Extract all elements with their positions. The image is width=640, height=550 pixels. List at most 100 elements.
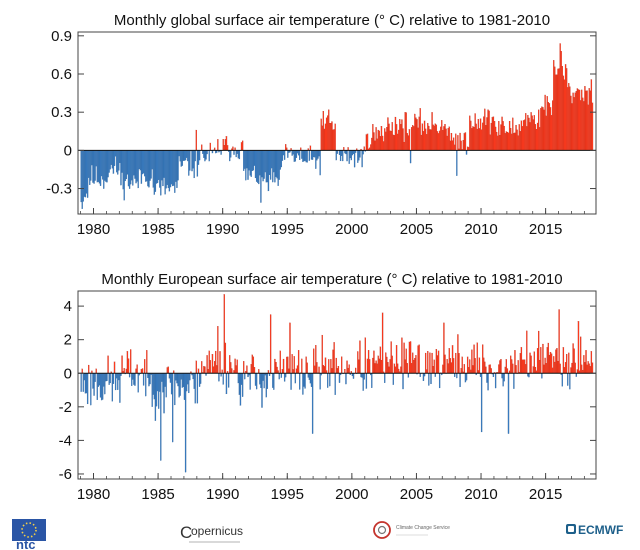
global-bar: [327, 115, 329, 151]
global-bar: [294, 150, 297, 162]
global-bar: [514, 132, 516, 151]
global-bar: [478, 128, 481, 151]
global-bar: [138, 150, 140, 170]
european-bar: [188, 373, 190, 394]
european-bar: [433, 359, 435, 374]
global-bar: [333, 129, 335, 151]
european-bar: [266, 373, 269, 389]
global-bar: [412, 125, 414, 151]
global-bar: [260, 150, 262, 203]
european-bar: [378, 358, 380, 374]
ntc-logo-text: ntc: [16, 537, 36, 550]
european-bar: [541, 373, 543, 379]
european-bar: [335, 357, 337, 374]
global-bar: [553, 60, 555, 151]
global-bar: [317, 150, 319, 159]
european-bar: [217, 326, 219, 374]
european-bar: [281, 369, 284, 374]
european-y-tick-label: 0: [64, 365, 72, 382]
global-bar: [166, 150, 168, 185]
european-bar: [290, 373, 292, 390]
european-bar: [297, 350, 300, 374]
footer-logos: ntc C opernicus Climate Change Service E…: [12, 519, 623, 550]
global-bar: [505, 131, 507, 151]
european-bar: [332, 349, 334, 374]
global-bar: [550, 115, 553, 151]
european-bar: [108, 373, 110, 385]
european-bar: [174, 373, 176, 406]
european-bar: [162, 373, 164, 393]
global-bar: [588, 88, 590, 151]
european-bar: [156, 373, 159, 392]
global-bar: [173, 150, 175, 186]
global-bar: [396, 133, 399, 151]
global-bar: [246, 150, 248, 169]
european-bar: [141, 368, 144, 374]
global-bar: [521, 126, 524, 151]
global-bar: [318, 150, 320, 157]
european-bar: [492, 373, 495, 377]
european-bar: [276, 366, 278, 374]
global-bar: [163, 150, 165, 178]
european-bar: [182, 373, 185, 387]
global-y-tick-label: 0.3: [51, 104, 72, 121]
global-bar: [292, 150, 294, 155]
global-x-tick-label: 2010: [464, 221, 497, 238]
european-bar: [381, 312, 384, 374]
european-bar: [359, 340, 361, 374]
global-bar: [532, 119, 534, 151]
european-bar: [303, 373, 305, 387]
global-y-tick-label: -0.3: [46, 181, 72, 198]
european-bar: [413, 359, 415, 374]
european-x-tick-label: 1990: [206, 486, 239, 503]
global-bar: [504, 133, 506, 151]
european-bar: [530, 355, 532, 374]
global-bar: [320, 118, 322, 151]
european-bar: [260, 373, 262, 388]
global-bar: [529, 122, 531, 151]
global-bar: [121, 150, 123, 173]
european-bar: [505, 359, 507, 374]
global-bar: [97, 150, 100, 182]
european-bar: [488, 364, 490, 374]
european-bar: [113, 361, 116, 374]
european-bar: [105, 373, 107, 382]
global-bar: [533, 115, 535, 151]
global-bar: [164, 150, 166, 195]
european-bar: [218, 373, 220, 382]
global-bar: [422, 131, 425, 151]
european-bar: [526, 330, 528, 374]
european-bar: [504, 366, 506, 374]
european-bar: [402, 373, 404, 390]
european-bar: [476, 342, 478, 374]
european-bar: [484, 361, 486, 374]
global-bar: [548, 103, 551, 151]
global-bar: [332, 129, 334, 151]
european-bar: [393, 363, 396, 374]
european-bar: [336, 368, 338, 374]
global-bar: [249, 150, 251, 176]
global-bar: [180, 150, 182, 167]
global-bar: [153, 150, 155, 195]
global-bar: [161, 150, 163, 181]
european-bar: [456, 373, 458, 379]
global-bar: [522, 120, 525, 151]
european-bar: [95, 368, 97, 374]
global-bar: [457, 135, 459, 151]
global-bars: [80, 43, 594, 209]
global-x-tick-label: 1990: [206, 221, 239, 238]
european-bar: [236, 359, 238, 374]
european-bar: [204, 366, 206, 374]
global-x-tick-label: 1980: [77, 221, 110, 238]
global-bar: [80, 150, 82, 203]
european-bar: [88, 364, 90, 374]
global-bar: [501, 116, 503, 151]
global-bar: [586, 90, 588, 151]
global-bar: [577, 89, 580, 151]
european-x-tick-label: 1995: [271, 486, 304, 503]
european-bar: [388, 366, 390, 374]
global-bar: [408, 129, 411, 151]
global-bar: [225, 136, 228, 151]
european-bar: [586, 364, 588, 374]
global-bar: [136, 150, 138, 182]
